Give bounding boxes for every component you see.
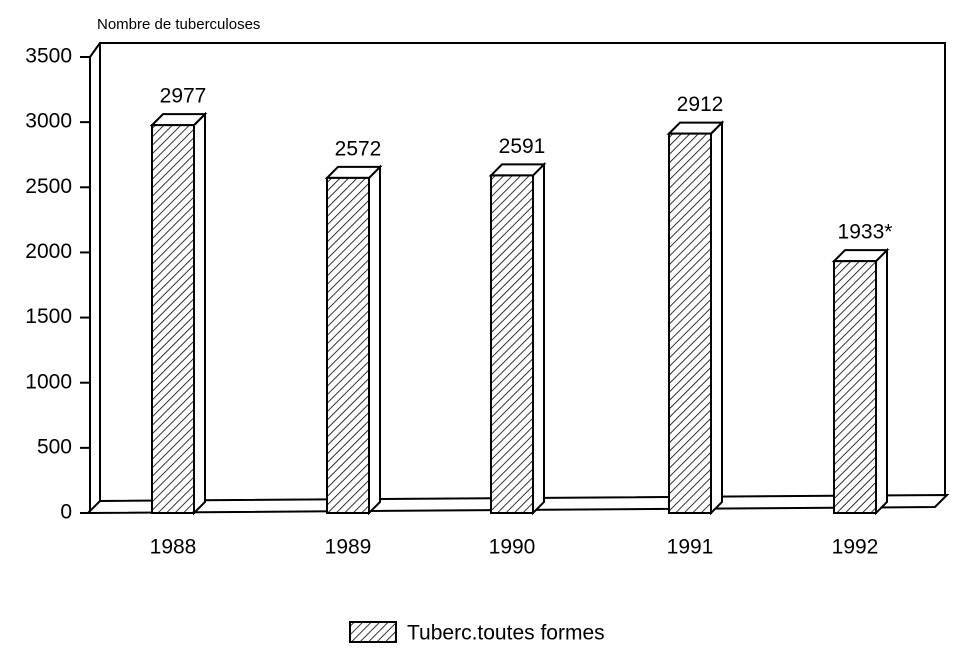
legend-label: Tuberc.toutes formes xyxy=(407,622,605,645)
x-tick-label: 1988 xyxy=(150,536,197,559)
bar-top xyxy=(831,249,890,263)
legend-swatch xyxy=(349,621,397,643)
wall-edge xyxy=(89,42,101,58)
y-tick-label: 2500 xyxy=(25,175,72,198)
bar xyxy=(151,124,195,514)
x-tick-label: 1992 xyxy=(832,536,879,559)
value-label: 2572 xyxy=(335,137,382,160)
value-label: 2912 xyxy=(677,93,724,116)
bar-side xyxy=(875,247,888,516)
bar-top xyxy=(488,163,547,177)
bar-side xyxy=(532,162,545,516)
y-tick-label: 3000 xyxy=(25,110,72,133)
value-label: 2977 xyxy=(160,85,207,108)
y-tick-label: 3500 xyxy=(25,45,72,68)
bar xyxy=(326,176,370,514)
back-wall xyxy=(99,42,946,501)
bar-side xyxy=(368,164,381,516)
y-tick-label: 500 xyxy=(37,435,72,458)
bar-top xyxy=(149,113,208,127)
x-tick-label: 1991 xyxy=(667,536,714,559)
y-axis-label: Nombre de tuberculoses xyxy=(97,16,260,33)
bar-top xyxy=(324,165,383,179)
bar-side xyxy=(193,111,206,516)
y-tick-label: 0 xyxy=(60,501,72,524)
bar xyxy=(490,174,534,514)
x-tick-label: 1989 xyxy=(325,536,372,559)
y-tick-label: 2000 xyxy=(25,240,72,263)
y-tick-label: 1500 xyxy=(25,305,72,328)
value-label: 2591 xyxy=(499,135,546,158)
bar xyxy=(833,260,877,514)
y-tick-label: 1000 xyxy=(25,370,72,393)
bar-side xyxy=(710,120,723,516)
bar xyxy=(668,132,712,514)
bar-top xyxy=(666,121,725,135)
x-tick-label: 1990 xyxy=(489,536,536,559)
value-label: 1933* xyxy=(838,221,893,244)
